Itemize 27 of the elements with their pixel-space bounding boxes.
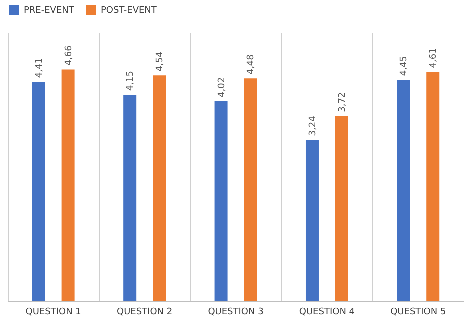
data-label: 4,66 [64,45,74,66]
bar [124,95,137,301]
bar [426,72,440,301]
x-tick-label: QUESTION 2 [116,308,173,316]
bar [32,82,46,301]
x-tick-label: QUESTION 3 [208,308,264,316]
bar [306,140,319,301]
bar [244,78,258,301]
data-label: 4,61 [429,48,440,68]
data-label: 4,48 [246,54,257,75]
data-label: 3,72 [338,92,348,112]
bar [335,116,348,301]
legend-label: POST-EVENT [101,6,158,16]
data-label: 4,15 [126,70,136,92]
bar [397,80,410,301]
bar [62,70,75,301]
bar [153,76,166,301]
data-label: 4,54 [156,51,166,72]
x-tick-label: QUESTION 5 [390,308,446,316]
data-label: 4,02 [217,77,228,98]
data-label: 4,41 [34,58,45,78]
legend-label: PRE-EVENT [24,6,75,16]
x-tick-label: QUESTION 1 [26,308,82,316]
bar [214,101,228,301]
data-label: 3,24 [308,116,318,136]
data-label: 4,45 [400,56,410,76]
x-tick-label: QUESTION 4 [299,308,356,316]
